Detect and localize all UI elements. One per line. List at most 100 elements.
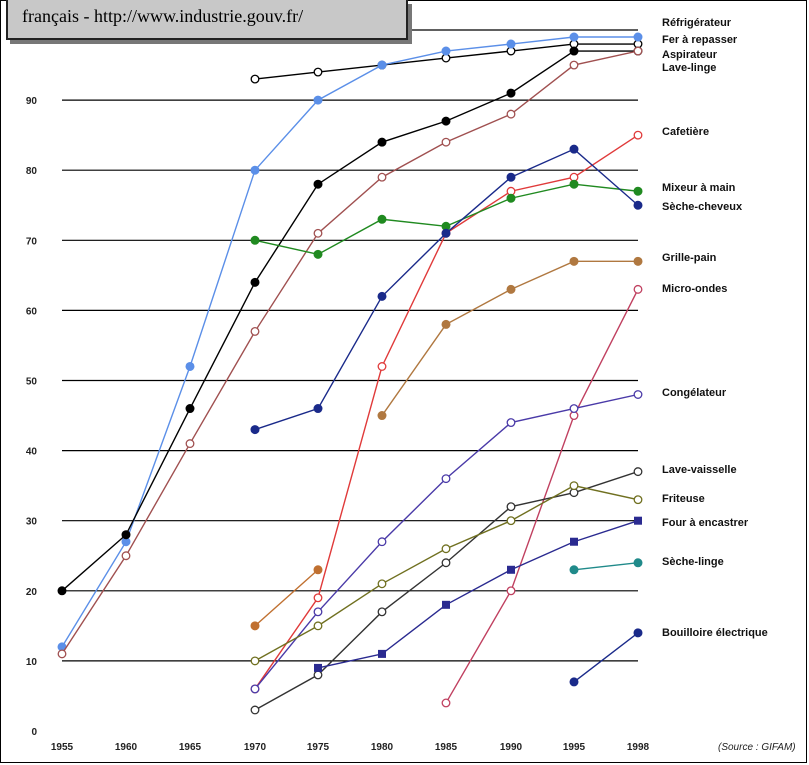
data-point <box>569 256 579 266</box>
data-point <box>633 32 643 42</box>
y-tick-label: 0 <box>31 727 37 738</box>
x-tick-label: 1970 <box>244 742 267 753</box>
data-point <box>250 326 260 336</box>
data-point <box>250 235 260 245</box>
series-label: Lave-vaisselle <box>662 464 737 476</box>
series-line <box>317 520 639 669</box>
data-point <box>377 607 387 617</box>
data-point <box>506 586 516 596</box>
series-7 <box>377 256 643 421</box>
data-point <box>569 60 579 70</box>
series-8 <box>441 284 643 708</box>
data-point <box>506 284 516 294</box>
data-point <box>314 663 322 672</box>
series-line <box>445 289 639 704</box>
data-point <box>377 537 387 547</box>
series-line <box>254 484 639 662</box>
data-point <box>313 607 323 617</box>
data-point <box>506 502 516 512</box>
data-point <box>507 565 515 574</box>
data-point <box>313 95 323 105</box>
data-point <box>377 60 387 70</box>
series-line <box>573 562 639 571</box>
data-point <box>441 698 451 708</box>
data-point <box>569 144 579 154</box>
data-point <box>250 165 260 175</box>
series-line <box>61 50 638 592</box>
data-point <box>313 179 323 189</box>
data-point <box>633 390 643 399</box>
data-point <box>250 277 260 287</box>
y-tick-label: 10 <box>26 657 38 668</box>
y-tick-label: 30 <box>26 517 38 528</box>
series-line <box>61 50 639 655</box>
data-point <box>185 404 195 414</box>
y-tick-label: 80 <box>26 166 38 177</box>
data-point <box>569 677 579 687</box>
x-tick-label: 1998 <box>627 742 650 753</box>
series-15 <box>250 565 323 631</box>
data-point <box>441 137 451 147</box>
y-tick-label: 50 <box>26 377 38 388</box>
series-label: Aspirateur <box>662 49 718 61</box>
data-point <box>441 319 451 329</box>
y-tick-label: 60 <box>26 306 38 317</box>
gridlines <box>62 29 638 662</box>
series-label: Bouilloire électrique <box>662 627 768 639</box>
data-point <box>506 516 516 526</box>
series-label: Four à encastrer <box>662 517 749 529</box>
series-5 <box>250 179 643 259</box>
data-point <box>506 172 516 182</box>
x-tick-label: 1990 <box>500 742 523 753</box>
data-point <box>569 179 579 189</box>
source-banner: français - http://www.industrie.gouv.fr/ <box>6 0 408 40</box>
series-line <box>254 148 639 431</box>
data-point <box>250 705 260 715</box>
series-line <box>381 260 638 416</box>
data-point <box>569 404 579 413</box>
series-label: Mixeur à main <box>662 182 736 194</box>
series-line <box>61 36 638 648</box>
data-point <box>250 684 260 694</box>
data-point <box>185 439 195 449</box>
data-point <box>633 284 643 294</box>
series-1 <box>57 32 643 652</box>
y-tick-label: 20 <box>26 587 38 598</box>
data-point <box>506 88 516 98</box>
y-tick-label: 70 <box>26 236 38 247</box>
x-tick-label: 1965 <box>179 742 202 753</box>
data-point <box>633 558 643 568</box>
data-point <box>633 628 643 638</box>
data-point <box>313 670 323 680</box>
data-point <box>569 565 579 575</box>
series-line <box>254 569 319 627</box>
data-point <box>633 46 643 56</box>
source-note: (Source : GIFAM) <box>718 742 796 753</box>
data-point <box>633 495 643 505</box>
data-point <box>633 186 643 196</box>
data-point <box>377 579 387 589</box>
series-label: Cafetière <box>662 126 709 138</box>
data-point <box>442 600 450 609</box>
data-point <box>441 46 451 56</box>
series-line <box>254 183 639 256</box>
data-point <box>250 656 260 666</box>
series-12 <box>314 516 642 672</box>
series-2 <box>57 46 643 596</box>
banner-text: français - http://www.industrie.gouv.fr/ <box>22 6 304 26</box>
data-point <box>506 39 516 49</box>
data-point <box>506 109 516 119</box>
data-point <box>377 214 387 224</box>
data-point <box>121 530 131 540</box>
data-point <box>313 228 323 238</box>
data-point <box>250 621 260 631</box>
data-point <box>377 291 387 301</box>
data-point <box>313 593 323 603</box>
x-axis: 1955 1960 1965 1970 1975 1980 1985 1990 1995 1998 <box>51 742 650 753</box>
data-point <box>313 565 323 575</box>
y-tick-label: 90 <box>26 96 38 107</box>
x-tick-label: 1995 <box>563 742 586 753</box>
series-9 <box>250 390 643 694</box>
data-point <box>569 32 579 42</box>
